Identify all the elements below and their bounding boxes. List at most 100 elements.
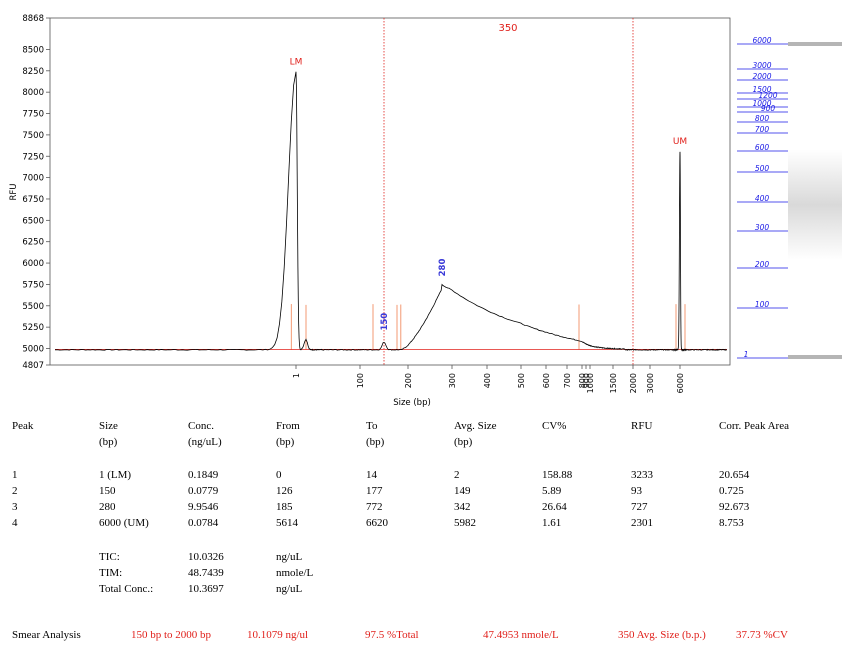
ladder-label: 6000 bbox=[752, 36, 771, 45]
electropherogram-trace bbox=[54, 71, 728, 352]
peak-label-150: 150 bbox=[380, 313, 390, 331]
cell: (bp) bbox=[366, 436, 385, 448]
cell: To bbox=[366, 420, 378, 432]
cell: 280 bbox=[99, 501, 116, 513]
y-tick-label: 5000 bbox=[22, 345, 44, 355]
table-header: Peak Size Conc. From To Avg. Size CV% RFU Corr. … bbox=[12, 420, 842, 436]
cell: 3233 bbox=[631, 469, 653, 481]
summary-row: TIM: 48.7439 nmole/L bbox=[12, 567, 842, 583]
cell: TIM: bbox=[99, 567, 123, 579]
gel-band-lm bbox=[788, 355, 842, 359]
cell: 5982 bbox=[454, 517, 476, 529]
trace-group bbox=[54, 71, 728, 352]
cell: 48.7439 bbox=[188, 567, 224, 579]
cell: 6000 (UM) bbox=[99, 517, 149, 529]
cell: Conc. bbox=[188, 420, 214, 432]
ladder-label: 700 bbox=[755, 125, 770, 134]
electropherogram-chart: 8868 8500 8250 8000 7750 7500 7250 7000 6750 6500… bbox=[9, 14, 842, 408]
ladder-gel: 6000300020001500120010009008007006005004… bbox=[737, 32, 842, 362]
cell: RFU bbox=[631, 420, 653, 432]
cell: (bp) bbox=[99, 436, 118, 448]
cell: (bp) bbox=[276, 436, 295, 448]
ladder-label: 3000 bbox=[752, 61, 771, 70]
cell: 2 bbox=[454, 469, 460, 481]
cell: ng/uL bbox=[276, 583, 303, 595]
x-tick-label: 600 bbox=[542, 373, 551, 388]
cell: 92.673 bbox=[719, 501, 750, 513]
cell: 1 (LM) bbox=[99, 469, 132, 481]
cell: 177 bbox=[366, 485, 383, 497]
cell: 5.89 bbox=[542, 485, 562, 497]
cell: 0 bbox=[276, 469, 282, 481]
cell: nmole/L bbox=[276, 567, 314, 579]
y-tick-label: 8868 bbox=[22, 14, 44, 24]
cell: TIC: bbox=[99, 551, 120, 563]
gel-band-um bbox=[788, 42, 842, 46]
cell: 8.753 bbox=[719, 517, 744, 529]
gel-smear-band bbox=[788, 150, 842, 260]
cell: 0.1849 bbox=[188, 469, 219, 481]
summary-row: TIC: 10.0326 ng/uL bbox=[12, 551, 842, 567]
cell: 10.0326 bbox=[188, 551, 224, 563]
x-tick-label: 900 bbox=[582, 373, 591, 388]
cell: Size bbox=[99, 420, 118, 432]
table-units: (bp) (ng/uL) (bp) (bp) (bp) bbox=[12, 436, 842, 452]
cell: 14 bbox=[366, 469, 377, 481]
x-tick-label: 2000 bbox=[629, 373, 638, 393]
y-tick-label: 5500 bbox=[22, 302, 44, 312]
ladder-label: 100 bbox=[755, 300, 770, 309]
ladder-label: 200 bbox=[755, 260, 770, 269]
y-tick-label: 8000 bbox=[22, 88, 44, 98]
peak-label-um: UM bbox=[673, 137, 687, 147]
x-tick-label: 300 bbox=[448, 373, 457, 388]
x-tick-label: 400 bbox=[483, 373, 492, 388]
cell: Total Conc.: bbox=[99, 583, 154, 595]
plot-frame bbox=[49, 17, 731, 366]
table-row: 1 1 (LM) 0.1849 0 14 2 158.88 3233 20.654 bbox=[12, 469, 842, 485]
y-axis: 8868 8500 8250 8000 7750 7500 7250 7000 6750 6500… bbox=[22, 14, 50, 371]
cell: 0.725 bbox=[719, 485, 744, 497]
x-tick-label: 1500 bbox=[609, 373, 618, 393]
ladder-label: 400 bbox=[755, 194, 770, 203]
y-tick-label: 8500 bbox=[22, 45, 44, 55]
cell: 2 bbox=[12, 485, 18, 497]
y-tick-label: 6250 bbox=[22, 238, 44, 248]
cell: 0.0784 bbox=[188, 517, 219, 529]
cell: Avg. Size bbox=[454, 420, 497, 432]
smear-value: 350 Avg. Size (b.p.) bbox=[618, 629, 706, 641]
cell: CV% bbox=[542, 420, 567, 432]
y-tick-label: 7000 bbox=[22, 174, 44, 184]
x-tick-label: 3000 bbox=[646, 373, 655, 393]
cell: 10.3697 bbox=[188, 583, 224, 595]
y-tick-label: 5750 bbox=[22, 280, 44, 290]
y-axis-title: RFU bbox=[9, 183, 19, 200]
x-tick-label: 500 bbox=[517, 373, 526, 388]
cell: Corr. Peak Area bbox=[719, 420, 789, 432]
ladder-label: 1000 bbox=[752, 99, 771, 108]
x-tick-label: 100 bbox=[356, 373, 365, 388]
y-tick-label: 7750 bbox=[22, 110, 44, 120]
y-tick-label: 6500 bbox=[22, 216, 44, 226]
x-tick-label: 6000 bbox=[676, 373, 685, 393]
region-markers: 350 bbox=[55, 18, 727, 365]
cell: 158.88 bbox=[542, 469, 573, 481]
cell: (ng/uL) bbox=[188, 436, 222, 448]
ladder-label: 900 bbox=[761, 104, 776, 113]
cell: 126 bbox=[276, 485, 293, 497]
smear-avg-size-label: 350 bbox=[498, 23, 517, 34]
x-tick-label: 1 bbox=[292, 373, 301, 378]
y-tick-label: 7250 bbox=[22, 152, 44, 162]
y-tick-label: 7500 bbox=[22, 131, 44, 141]
smear-value: 97.5 %Total bbox=[365, 629, 419, 641]
cell: 772 bbox=[366, 501, 383, 513]
x-tick-label: 200 bbox=[404, 373, 413, 388]
x-axis-title: Size (bp) bbox=[393, 398, 431, 408]
cell: 20.654 bbox=[719, 469, 750, 481]
cell: 6620 bbox=[366, 517, 388, 529]
smear-value: 10.1079 ng/ul bbox=[247, 629, 309, 641]
summary-row: Total Conc.: 10.3697 ng/uL bbox=[12, 583, 842, 599]
peak-label-lm: LM bbox=[290, 57, 303, 67]
table-row: 3 280 9.9546 185 772 342 26.64 727 92.673 bbox=[12, 501, 842, 517]
cell: Peak bbox=[12, 420, 34, 432]
y-tick-label: 6750 bbox=[22, 195, 44, 205]
